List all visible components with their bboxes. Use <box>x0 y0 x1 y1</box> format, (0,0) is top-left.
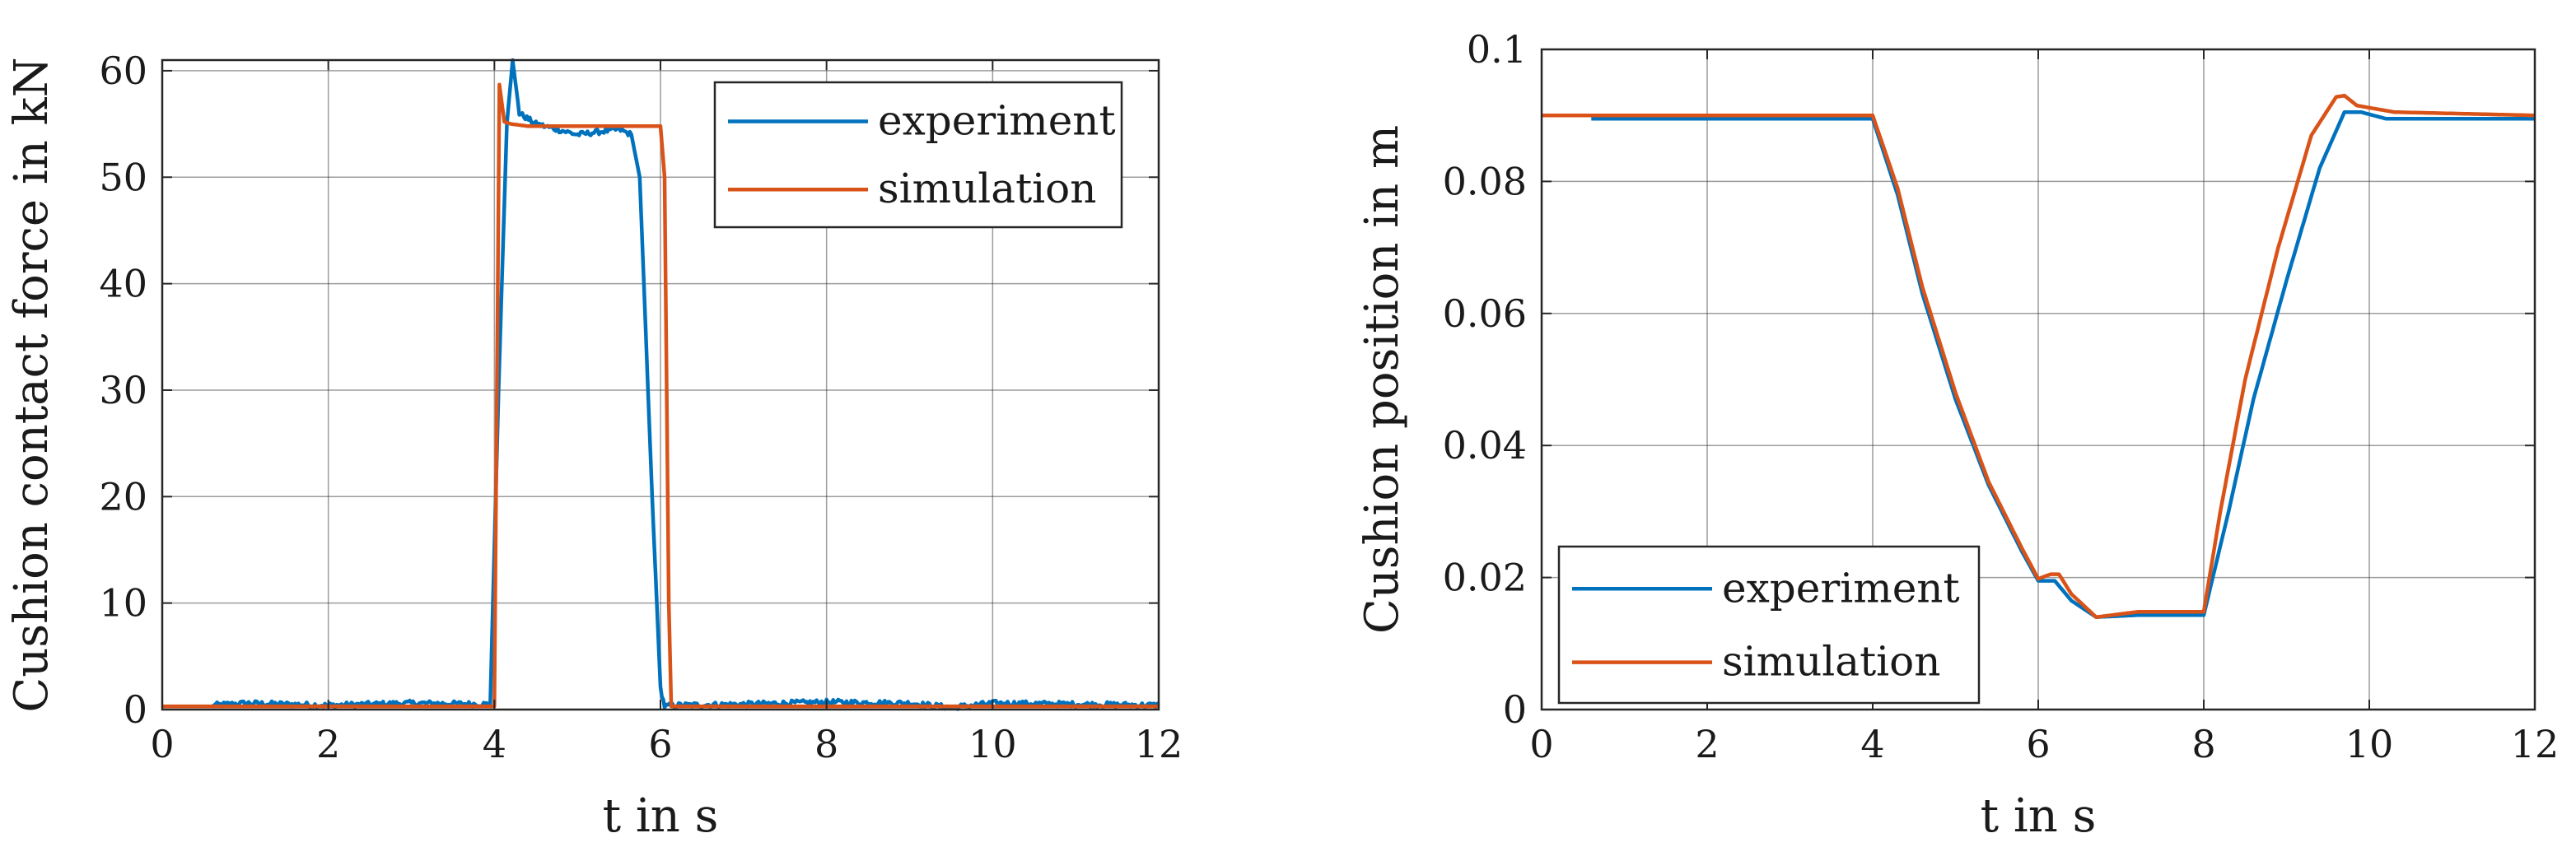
legend-label-simulation: simulation <box>1722 638 1940 686</box>
x-axis-label: t in s <box>603 789 719 843</box>
legend-label-experiment: experiment <box>878 97 1116 145</box>
y-tick-label: 0.06 <box>1443 291 1527 336</box>
y-tick-label: 20 <box>99 474 147 519</box>
x-tick-label: 10 <box>968 722 1017 766</box>
y-tick-label: 60 <box>99 49 147 93</box>
y-tick-label: 0.08 <box>1443 159 1527 203</box>
x-tick-label: 10 <box>2345 722 2394 766</box>
y-axis-label: Cushion contact force in kN <box>5 57 58 712</box>
x-tick-label: 4 <box>483 722 506 766</box>
y-axis-label: Cushion position in m <box>1356 125 1409 634</box>
chart-1: 0 2 4 6 8 10 12 0 10 20 30 40 50 60 t in s Cushion cont… <box>5 49 1183 843</box>
y-tick-label: 0.02 <box>1443 556 1527 600</box>
x-tick-label: 6 <box>2026 722 2050 766</box>
x-tick-label: 2 <box>1695 722 1719 766</box>
y-tick-label: 0 <box>1503 687 1527 732</box>
series-line-experiment <box>1591 109 2536 619</box>
legend: experiment simulation <box>1557 545 1981 705</box>
x-tick-label: 0 <box>1529 722 1553 766</box>
x-tick-label: 6 <box>648 722 672 766</box>
series-line-simulation <box>161 82 1160 709</box>
x-tick-label: 12 <box>2511 722 2560 766</box>
x-tick-label: 4 <box>1860 722 1884 766</box>
series-line-simulation <box>1541 93 2536 619</box>
y-tick-label: 50 <box>99 155 147 199</box>
y-tick-label: 0.1 <box>1467 27 1527 72</box>
legend-label-experiment: experiment <box>1722 564 1960 612</box>
x-tick-label: 2 <box>316 722 340 766</box>
legend: experiment simulation <box>713 81 1123 229</box>
y-tick-label: 40 <box>99 262 147 306</box>
x-tick-label: 12 <box>1135 722 1183 766</box>
y-tick-label: 10 <box>99 581 147 626</box>
x-tick-label: 8 <box>2191 722 2215 766</box>
y-tick-label: 30 <box>99 368 147 412</box>
x-tick-label: 0 <box>150 722 174 766</box>
legend-box <box>1557 545 1981 705</box>
legend-box <box>713 81 1123 229</box>
y-tick-label: 0.04 <box>1443 423 1527 468</box>
y-tick-label: 0 <box>124 687 147 732</box>
x-axis-label: t in s <box>1981 789 2097 843</box>
chart-2: 0 2 4 6 8 10 12 0 0.02 0.04 0.06 0.08 0.1 t in s Cushi… <box>1356 27 2559 843</box>
x-tick-label: 8 <box>814 722 838 766</box>
legend-label-simulation: simulation <box>878 165 1096 212</box>
